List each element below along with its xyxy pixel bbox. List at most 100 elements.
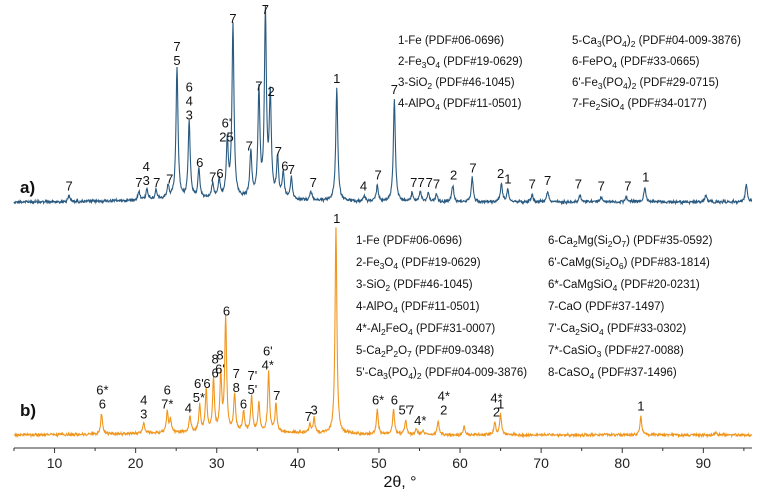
panel-a-peak-label: 7 bbox=[288, 162, 295, 177]
panel-b-peak-label: 7 bbox=[305, 409, 312, 424]
panel-b-peak-label: 4* 2 bbox=[438, 389, 450, 418]
x-tick-label: 20 bbox=[128, 455, 144, 471]
legend-entry: 5-Ca3(PO4)2 (PDF#04-009-3876) bbox=[572, 35, 741, 49]
panel-a-peak-label: 1 bbox=[642, 169, 649, 184]
panel-b-peak-label: 6 7* bbox=[161, 382, 173, 411]
x-axis-label: 2θ, ° bbox=[383, 474, 416, 491]
panel-b-peak-label: 7 bbox=[407, 403, 414, 418]
panel-a-peak-label: 7 bbox=[374, 168, 381, 183]
legend-entry: 1-Fe (PDF#06-0696) bbox=[398, 35, 504, 47]
legend-entry: 6'-CaMg(Si2O6) (PDF#83-1814) bbox=[548, 257, 710, 271]
panel-a-peak-label: 2 bbox=[267, 84, 274, 99]
panel-a-peak-label: 7 bbox=[153, 175, 160, 190]
legend-entry: 7*-CaSiO3 (PDF#27-0088) bbox=[548, 345, 684, 359]
panel-b-peak-label: 6 bbox=[223, 304, 230, 319]
panel-b-peak-label: 6 bbox=[240, 396, 247, 411]
panel-a-peak-label: 7 bbox=[229, 11, 236, 26]
panel-a-peak-label: 7 bbox=[135, 175, 142, 190]
x-tick-label: 50 bbox=[371, 455, 387, 471]
legend-entry: 2-Fe3O4 (PDF#19-0629) bbox=[398, 56, 523, 70]
panel-b-peak-label: 7 bbox=[273, 388, 280, 403]
panel-a-peak-label: 7 bbox=[417, 175, 424, 190]
legend-entry: 5'-Ca3(PO4)2 (PDF#04-009-3876) bbox=[356, 367, 527, 381]
x-tick-label: 10 bbox=[47, 455, 63, 471]
panel-a-label: a) bbox=[20, 178, 35, 197]
panel-a-peak-label: 6' 25 bbox=[219, 115, 233, 144]
panel-b-peak-label: 1 bbox=[497, 396, 504, 411]
panel-a-peak-label: 7 bbox=[255, 78, 262, 93]
panel-a-peak-label: 2 bbox=[450, 168, 457, 183]
panel-b-peak-label: 6' 5* bbox=[193, 376, 205, 405]
panel-b-peak-label: 4* bbox=[414, 413, 426, 428]
panel-b-peak-label: 6* bbox=[372, 392, 384, 407]
panel-a-trace bbox=[13, 5, 753, 206]
panel-a-peak-label: 2 bbox=[497, 166, 504, 181]
panel-b-peak-label: 6 bbox=[391, 392, 398, 407]
panel-b-peak-label: 3 bbox=[310, 403, 317, 418]
legend-entry: 4-AlPO4 (PDF#11-0501) bbox=[398, 98, 522, 112]
panel-b-legend: 1-Fe (PDF#06-0696) 6-Ca2Mg(Si2O7) (PDF#35… bbox=[356, 235, 713, 381]
panel-a-peak-label: 1 bbox=[333, 71, 340, 86]
panel-a-peak-label: 7 bbox=[529, 177, 536, 192]
x-axis: 10 20 30 40 50 60 70 80 90 bbox=[13, 447, 752, 471]
panel-a-peak-label: 6 bbox=[196, 155, 203, 170]
legend-entry: 7-CaO (PDF#37-1497) bbox=[548, 301, 664, 313]
panel-a-peak-label: 7 bbox=[391, 82, 398, 97]
legend-entry: 5-Ca2P2O7 (PDF#09-0348) bbox=[356, 345, 494, 359]
panel-b-peak-label: 7' 5' bbox=[248, 368, 258, 397]
legend-entry: 6-Ca2Mg(Si2O7) (PDF#35-0592) bbox=[548, 235, 713, 249]
legend-entry: 6*-CaMgSiO4 (PDF#20-0231) bbox=[548, 279, 700, 293]
panel-b-peak-label: 8 6' bbox=[215, 347, 225, 376]
legend-entry: 6'-Fe3(PO4)2 (PDF#29-0715) bbox=[572, 77, 719, 91]
panel-b-peak-label: 5' bbox=[398, 403, 408, 418]
panel-a-peak-label: 4 bbox=[360, 179, 367, 194]
legend-entry: 1-Fe (PDF#06-0696) bbox=[356, 235, 462, 247]
panel-a-peak-label: 7 bbox=[310, 175, 317, 190]
legend-entry: 7'-Ca2SiO4 (PDF#33-0302) bbox=[548, 323, 686, 337]
panel-a-peak-label: 7 bbox=[598, 179, 605, 194]
panel-b-peak-label: 6' 4* bbox=[262, 343, 274, 372]
legend-entry: 2-Fe3O4 (PDF#19-0629) bbox=[356, 257, 481, 271]
panel-a-peak-label: 7 bbox=[433, 177, 440, 192]
panel-b-peak-label: 1 bbox=[333, 211, 340, 226]
legend-entry: 3-SiO2 (PDF#46-1045) bbox=[398, 77, 515, 91]
panel-a-peak-label: 7 bbox=[624, 179, 631, 194]
x-tick-label: 30 bbox=[209, 455, 225, 471]
panel-a-peak-label: 7 bbox=[575, 177, 582, 192]
legend-entry: 7-Fe2SiO4 (PDF#34-0177) bbox=[572, 98, 707, 112]
legend-entry: 4-AlPO4 (PDF#11-0501) bbox=[356, 301, 480, 315]
panel-a-peak-label: 7 bbox=[544, 173, 551, 188]
legend-entry: 8-CaSO4 (PDF#37-1496) bbox=[548, 367, 677, 381]
x-tick-label: 80 bbox=[614, 455, 630, 471]
panel-a-peak-label: 7 bbox=[410, 175, 417, 190]
panel-b-label: b) bbox=[20, 401, 36, 420]
x-tick-label: 70 bbox=[533, 455, 549, 471]
legend-entry: 4*-Al2FeO4 (PDF#31-0007) bbox=[356, 323, 495, 337]
panel-a-peak-label: 7 bbox=[262, 2, 269, 17]
panel-b-peak-label: 4 bbox=[185, 401, 192, 416]
panel-a-peak-label: 7 bbox=[166, 171, 173, 186]
panel-a-peak-label: 7 bbox=[469, 160, 476, 175]
panel-a-peak-label: 1 bbox=[504, 171, 511, 186]
panel-a-peak-label: 7 bbox=[246, 139, 253, 154]
panel-a-peak-label: 7 bbox=[209, 169, 216, 184]
legend-entry: 3-SiO2 (PDF#46-1045) bbox=[356, 279, 473, 293]
panel-a-legend: 1-Fe (PDF#06-0696) 5-Ca3(PO4)2 (PDF#04-00… bbox=[398, 35, 741, 112]
x-tick-label: 60 bbox=[452, 455, 468, 471]
legend-entry: 6-FePO4 (PDF#33-0665) bbox=[572, 56, 700, 70]
panel-a-peak-label: 6 bbox=[281, 159, 288, 174]
x-tick-label: 40 bbox=[290, 455, 306, 471]
panel-b-peak-label: 1 bbox=[637, 399, 644, 414]
x-tick-label: 90 bbox=[696, 455, 712, 471]
panel-b-peak-label: 4* 2 bbox=[490, 391, 502, 420]
panel-b-trace bbox=[13, 227, 753, 439]
